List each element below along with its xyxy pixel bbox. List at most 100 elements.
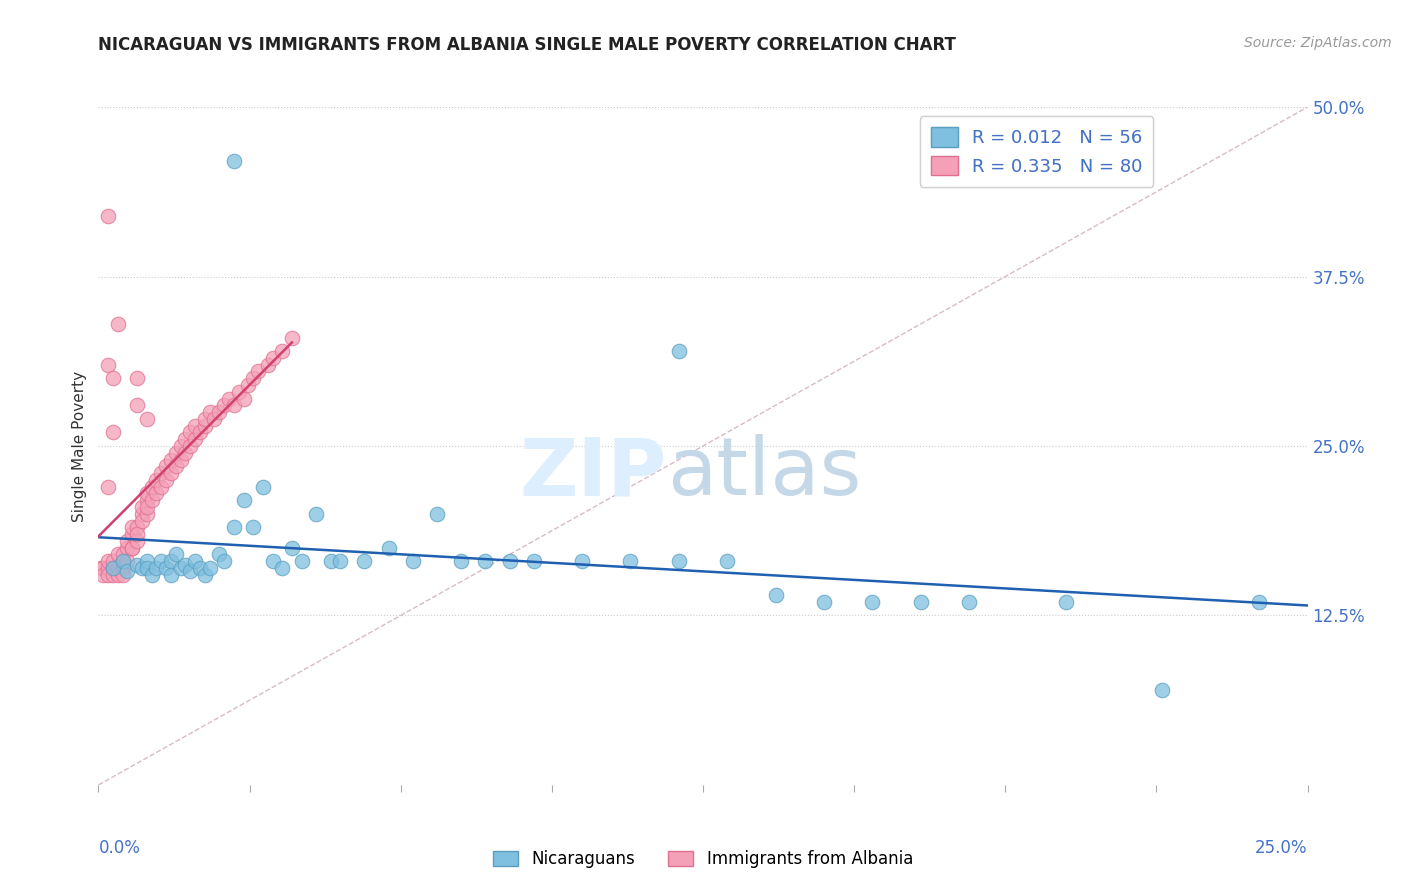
Point — [141, 480, 163, 494]
Point — [101, 561, 124, 575]
Text: Source: ZipAtlas.com: Source: ZipAtlas.com — [1244, 36, 1392, 50]
Point — [165, 446, 187, 460]
Point — [218, 392, 240, 406]
Point — [135, 507, 157, 521]
Point — [107, 561, 129, 575]
Point — [860, 595, 883, 609]
Text: ZIP: ZIP — [519, 434, 666, 512]
Point — [131, 514, 153, 528]
Point — [281, 541, 304, 555]
Point — [101, 371, 124, 385]
Text: NICARAGUAN VS IMMIGRANTS FROM ALBANIA SINGLE MALE POVERTY CORRELATION CHART: NICARAGUAN VS IMMIGRANTS FROM ALBANIA SI… — [98, 36, 956, 54]
Point — [238, 378, 260, 392]
Point — [426, 507, 449, 521]
Point — [353, 554, 375, 568]
Point — [169, 439, 191, 453]
Point — [179, 564, 201, 578]
Point — [127, 520, 149, 534]
Point — [111, 554, 134, 568]
Point — [169, 561, 191, 575]
Point — [165, 548, 187, 562]
Point — [523, 554, 546, 568]
Point — [97, 209, 120, 223]
Text: atlas: atlas — [666, 434, 860, 512]
Point — [281, 330, 304, 344]
Point — [101, 554, 124, 568]
Point — [305, 507, 328, 521]
Point — [184, 554, 207, 568]
Point — [184, 432, 207, 446]
Point — [117, 554, 139, 568]
Point — [910, 595, 932, 609]
Point — [111, 548, 134, 562]
Point — [222, 154, 245, 169]
Point — [145, 473, 167, 487]
Point — [135, 500, 157, 514]
Point — [165, 459, 187, 474]
Point — [121, 541, 143, 555]
Point — [212, 398, 235, 412]
Point — [232, 493, 254, 508]
Point — [97, 561, 120, 575]
Point — [262, 554, 284, 568]
Point — [97, 358, 120, 372]
Point — [668, 344, 690, 359]
Point — [145, 561, 167, 575]
Point — [188, 561, 211, 575]
Point — [127, 371, 149, 385]
Point — [377, 541, 399, 555]
Point — [204, 412, 226, 426]
Point — [1152, 683, 1174, 698]
Point — [127, 527, 149, 541]
Text: 25.0%: 25.0% — [1256, 839, 1308, 857]
Point — [160, 554, 183, 568]
Point — [97, 554, 120, 568]
Point — [101, 567, 124, 582]
Point — [765, 588, 787, 602]
Point — [188, 425, 211, 440]
Point — [150, 466, 173, 480]
Point — [135, 412, 157, 426]
Point — [222, 398, 245, 412]
Point — [474, 554, 496, 568]
Point — [121, 541, 143, 555]
Point — [252, 480, 274, 494]
Point — [101, 425, 124, 440]
Point — [117, 564, 139, 578]
Point — [194, 567, 217, 582]
Point — [145, 486, 167, 500]
Point — [121, 520, 143, 534]
Point — [131, 500, 153, 514]
Point — [1054, 595, 1077, 609]
Point — [716, 554, 738, 568]
Point — [212, 554, 235, 568]
Point — [208, 405, 231, 419]
Point — [135, 493, 157, 508]
Point — [222, 520, 245, 534]
Point — [160, 567, 183, 582]
Point — [141, 567, 163, 582]
Point — [228, 384, 250, 399]
Point — [127, 398, 149, 412]
Point — [111, 567, 134, 582]
Point — [107, 317, 129, 331]
Point — [111, 561, 134, 575]
Point — [271, 344, 294, 359]
Point — [141, 493, 163, 508]
Point — [194, 418, 217, 433]
Point — [256, 358, 278, 372]
Point — [90, 561, 112, 575]
Point — [262, 351, 284, 365]
Point — [155, 561, 177, 575]
Point — [135, 554, 157, 568]
Point — [271, 561, 294, 575]
Point — [179, 425, 201, 440]
Point — [957, 595, 980, 609]
Point — [194, 412, 217, 426]
Point — [174, 446, 197, 460]
Point — [198, 561, 221, 575]
Point — [242, 371, 264, 385]
Point — [450, 554, 472, 568]
Point — [131, 561, 153, 575]
Point — [131, 507, 153, 521]
